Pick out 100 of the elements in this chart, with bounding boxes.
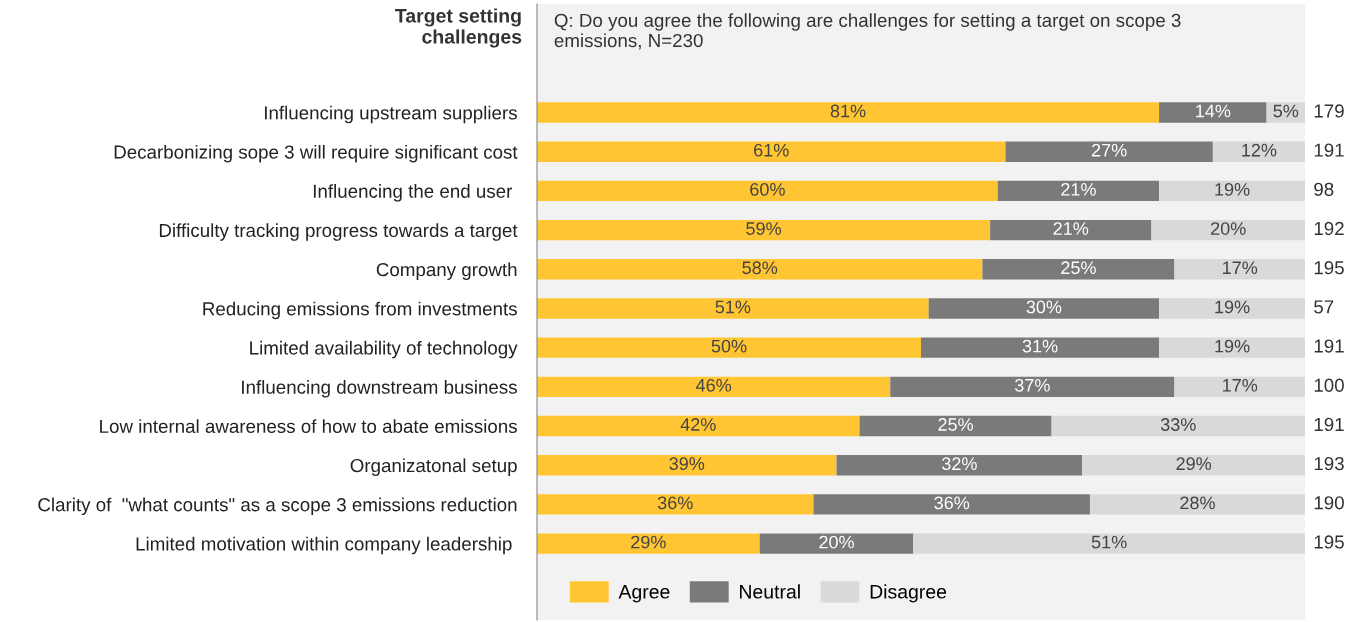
- chart-subtitle: Q: Do you agree the following are challenges for setting a target on scope 3 emissions, N=230: [554, 13, 1181, 50]
- data-label: 12%: [1242, 143, 1277, 157]
- y-tick-label: Low internal awareness of how to abate emissions: [100, 419, 517, 434]
- text: 179: [1314, 104, 1344, 118]
- bar: [537, 337, 921, 358]
- bar: [537, 219, 991, 241]
- data-label: 25%: [1061, 261, 1096, 275]
- text: 195: [1314, 261, 1344, 275]
- text: 98: [1314, 182, 1334, 196]
- y-tick-label: Influencing upstream suppliers: [265, 105, 517, 124]
- bar: [890, 376, 1175, 398]
- chart-title: Target setting challenges: [395, 8, 522, 48]
- text: 100: [1314, 378, 1344, 392]
- bar: [1159, 298, 1305, 319]
- data-label: 21%: [1053, 222, 1089, 235]
- bar: [1159, 102, 1267, 123]
- data-label: 28%: [1180, 496, 1215, 510]
- text: 195: [1314, 535, 1344, 549]
- bar: [1005, 141, 1213, 162]
- data-label: 51%: [715, 300, 751, 314]
- data-label: 29%: [1176, 457, 1212, 471]
- bar: [537, 141, 1006, 162]
- y-tick-label: Clarity of "what counts" as a scope 3 emissions reduction: [38, 497, 517, 516]
- data-label: 20%: [819, 535, 854, 549]
- data-label: 21%: [1061, 182, 1096, 196]
- bar: [537, 415, 860, 437]
- bar: [537, 298, 929, 319]
- data-label: 50%: [711, 339, 747, 353]
- bar: [537, 455, 837, 476]
- bar: [1174, 259, 1305, 280]
- y-tick-label: Difficulty tracking progress towards a target: [159, 223, 518, 241]
- data-label: 81%: [830, 104, 866, 118]
- bar: [813, 494, 1090, 515]
- bar: [537, 494, 814, 515]
- data-label: 60%: [750, 182, 785, 196]
- bar: [859, 415, 1052, 437]
- bar: [1051, 415, 1305, 437]
- bar: [1159, 337, 1305, 358]
- data-label: 42%: [680, 418, 716, 431]
- bar: [1174, 376, 1305, 398]
- data-label: 32%: [942, 457, 977, 471]
- bar: [1151, 219, 1305, 241]
- y-tick-label: Limited motivation within company leadership: [136, 536, 512, 555]
- data-label: 19%: [1215, 182, 1250, 196]
- data-label: 36%: [934, 496, 970, 510]
- bar: [537, 180, 998, 202]
- data-label: 25%: [938, 418, 973, 431]
- data-label: 59%: [746, 222, 781, 235]
- text: 190: [1314, 496, 1344, 510]
- bar: [836, 455, 1083, 476]
- bar: [537, 376, 891, 398]
- bar: [1089, 494, 1305, 515]
- bar: [1159, 180, 1305, 202]
- bar: [913, 533, 1305, 554]
- y-tick-label: Influencing the end user: [313, 184, 513, 202]
- y-tick-label: Company growth: [376, 262, 517, 280]
- data-label: 17%: [1223, 261, 1258, 275]
- data-label: 20%: [1211, 222, 1246, 235]
- y-tick-label: Decarbonizing sope 3 will require significant cost: [114, 144, 518, 163]
- legend-label: Disagree: [870, 584, 947, 603]
- data-label: 29%: [631, 535, 666, 549]
- data-label: 27%: [1092, 143, 1127, 157]
- bar: [1212, 141, 1305, 162]
- bar: [921, 337, 1160, 358]
- y-tick-label: Reducing emissions from investments: [203, 301, 517, 320]
- data-label: 14%: [1196, 104, 1231, 118]
- data-label: 30%: [1026, 300, 1062, 314]
- data-label: 5%: [1273, 104, 1299, 118]
- legend-label: Agree: [618, 585, 670, 603]
- y-tick-label: Limited availability of technology: [250, 340, 518, 359]
- bar: [537, 102, 1160, 123]
- text: 192: [1314, 221, 1344, 236]
- bar: [990, 219, 1152, 241]
- text: 191: [1314, 143, 1344, 157]
- data-label: 36%: [657, 496, 693, 510]
- text: 191: [1314, 417, 1344, 432]
- data-label: 19%: [1215, 300, 1250, 314]
- text: 191: [1314, 339, 1344, 353]
- data-label: 39%: [669, 457, 705, 471]
- bar: [997, 180, 1160, 202]
- data-label: 19%: [1215, 339, 1250, 353]
- data-label: 37%: [1014, 378, 1050, 392]
- text: 193: [1314, 456, 1344, 471]
- data-label: 58%: [742, 261, 778, 275]
- bar: [537, 533, 760, 554]
- bar: [759, 533, 914, 554]
- bar: [982, 259, 1175, 280]
- data-label: 51%: [1091, 535, 1127, 549]
- y-tick-label: Influencing downstream business: [242, 380, 517, 398]
- legend-label: Neutral: [740, 584, 800, 599]
- data-label: 33%: [1160, 418, 1196, 431]
- y-tick-label: Organizatonal setup: [350, 458, 517, 476]
- bar: [928, 298, 1160, 319]
- data-label: 46%: [695, 378, 732, 392]
- text: 57: [1314, 300, 1334, 314]
- bar: [1082, 455, 1305, 476]
- data-label: 61%: [754, 143, 789, 157]
- bar: [537, 259, 983, 280]
- data-label: 17%: [1223, 378, 1258, 392]
- bar: [1266, 102, 1305, 123]
